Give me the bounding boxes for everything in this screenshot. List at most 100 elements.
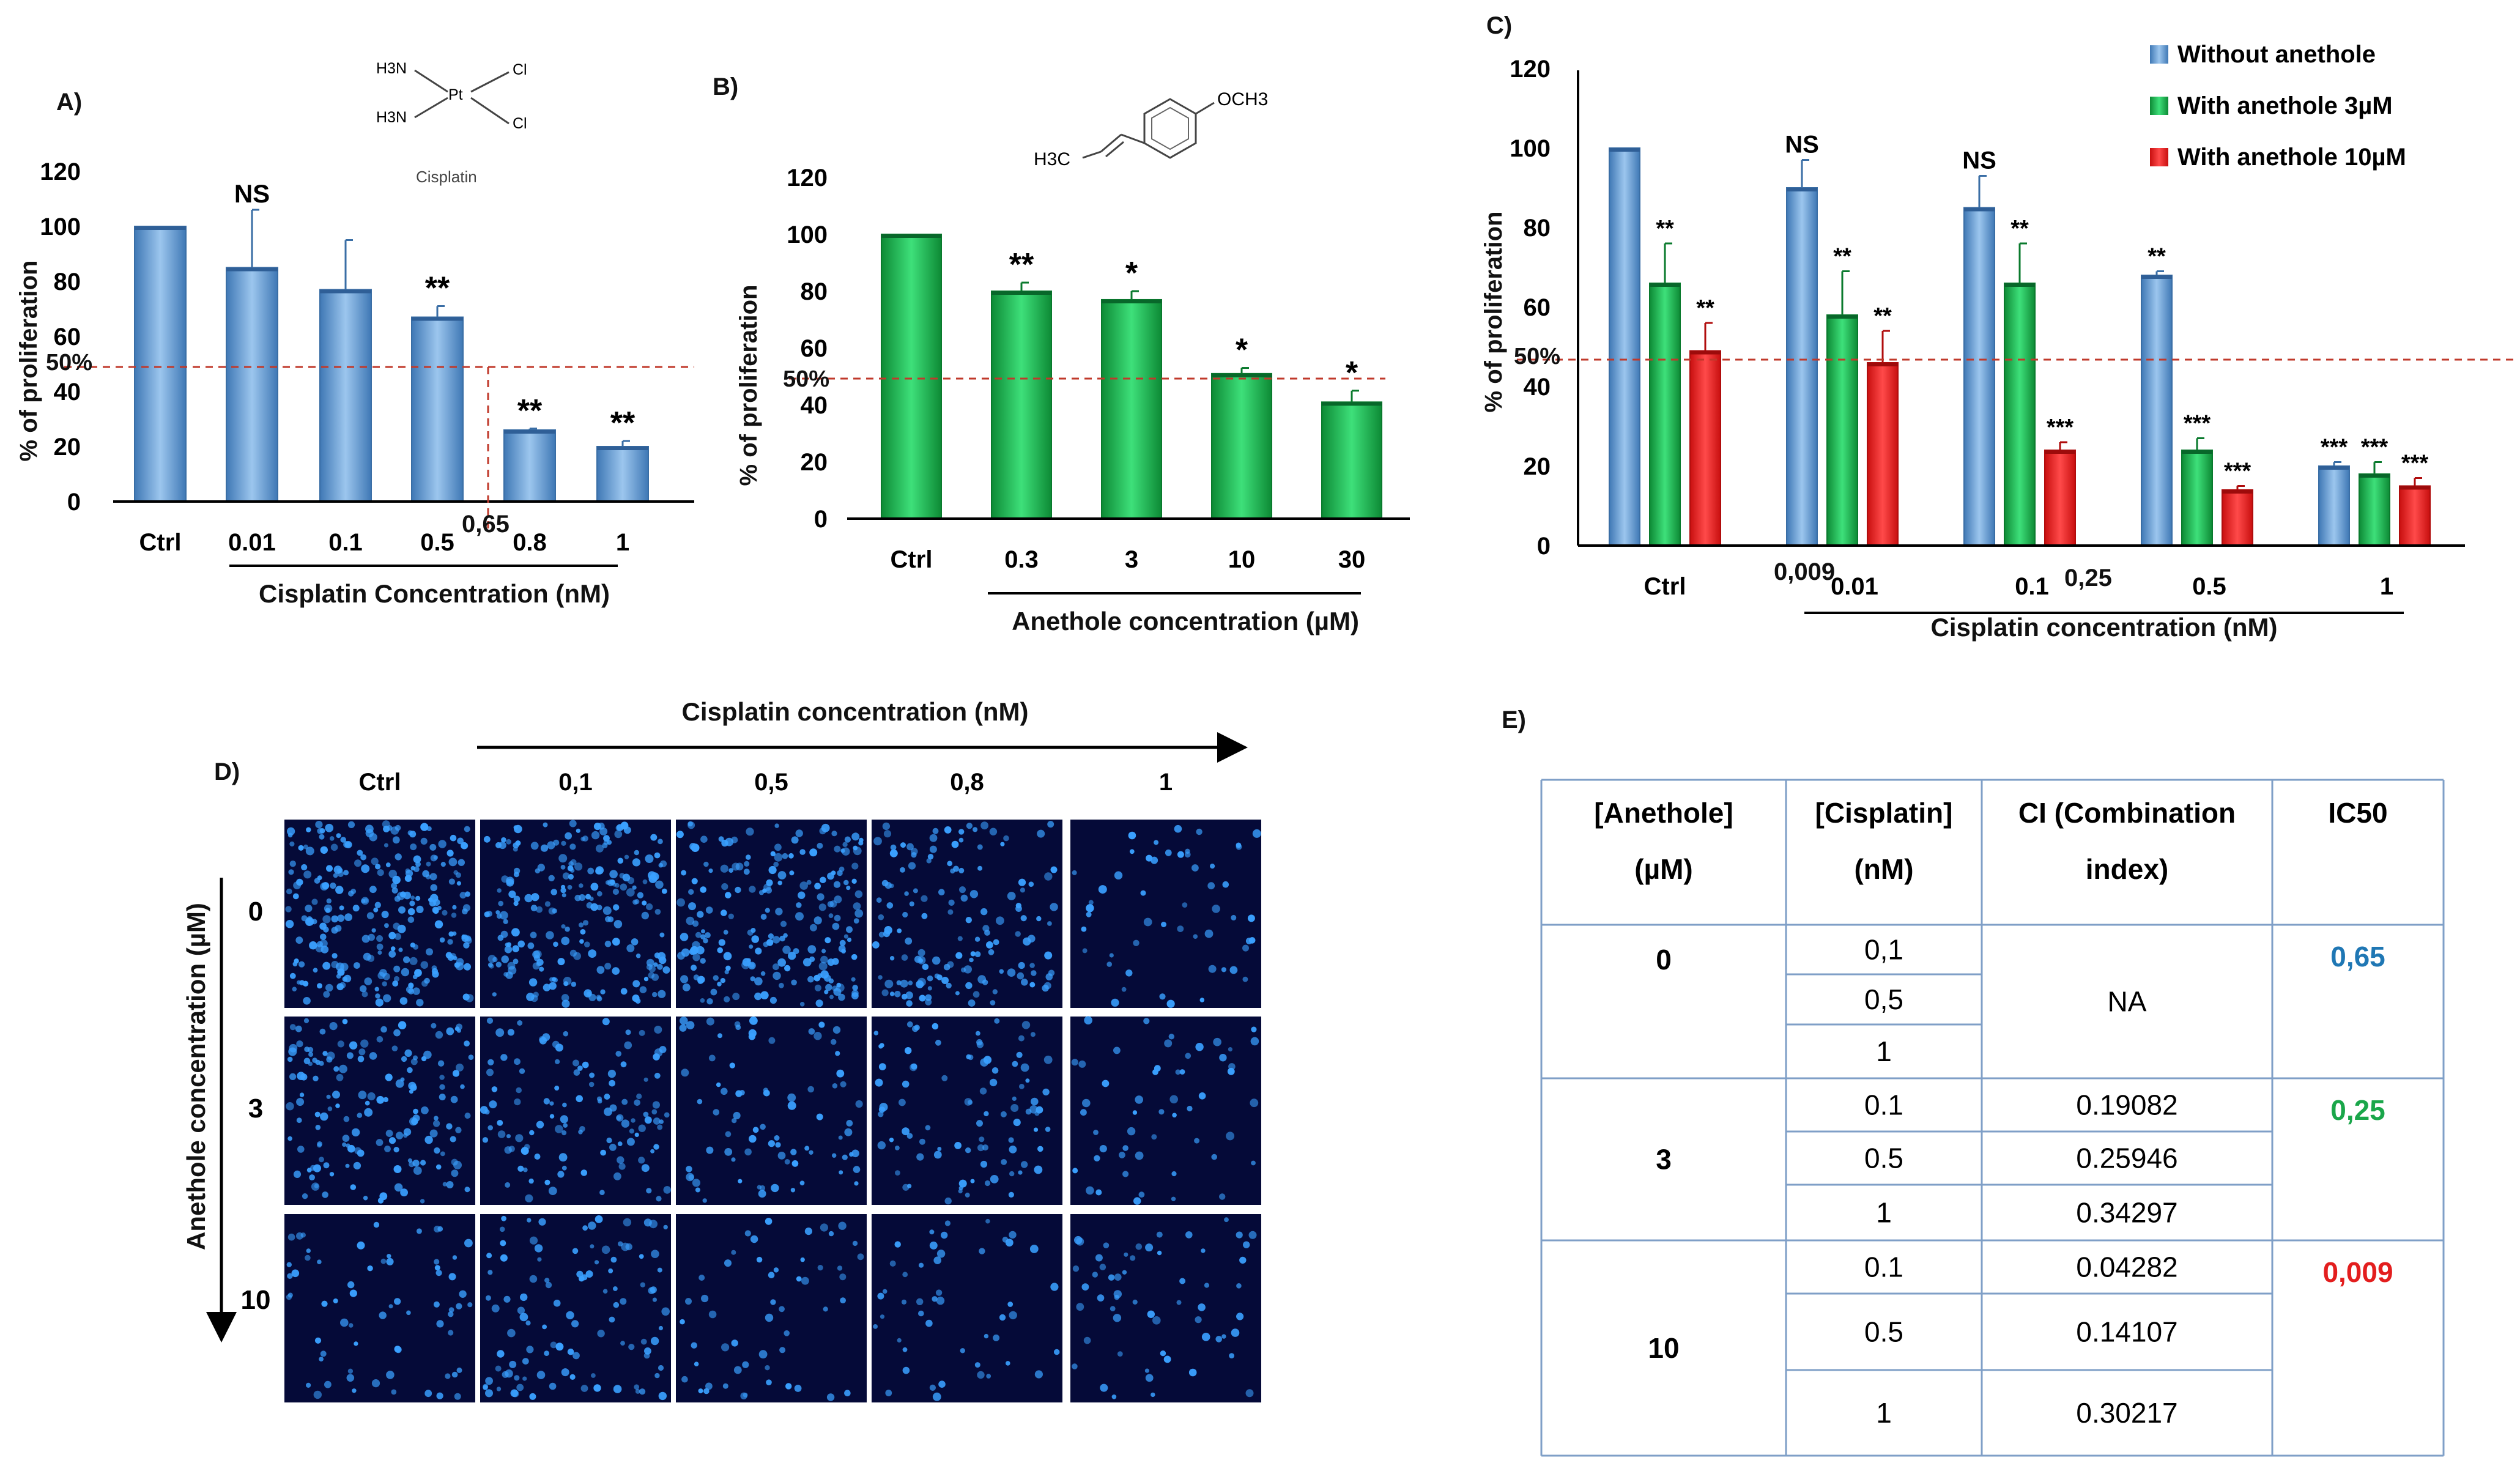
chart-c-bar-s0-1-cap	[1787, 188, 1817, 191]
table-ci-1-2: 0.34297	[2076, 1197, 2177, 1229]
chart-c-bar-s2-4-significance: ***	[2401, 451, 2429, 476]
chart-c-bar-s2-0	[1689, 350, 1721, 546]
chart-c-bar-s1-4	[2359, 473, 2390, 546]
chart-a-category-5: 1	[616, 529, 629, 556]
micrograph-r2-c3	[872, 1214, 1062, 1402]
chart-c-bar-s0-0-cap	[1609, 148, 1640, 152]
chart-b-bars: ** ***	[881, 234, 1382, 519]
chart-c-categories: Ctrl 0.01 0.1 0.5 1	[1644, 573, 2394, 600]
micro-col-0: Ctrl	[359, 769, 401, 796]
chart-a-ytick-80: 80	[54, 269, 81, 295]
chart-c-bar-s2-4	[2399, 485, 2431, 546]
chart-a-ytick-0: 0	[67, 489, 81, 516]
panel-b-ylabel: % of proliferation	[735, 285, 762, 486]
chart-a-category-1: 0.01	[228, 529, 276, 556]
chart-a-category-0: Ctrl	[139, 529, 182, 556]
chart-b-category-1: 0.3	[1004, 546, 1039, 573]
chart-a-ytick-40: 40	[54, 379, 81, 406]
micrograph-r1-c3	[872, 1017, 1062, 1205]
chart-b-category-0: Ctrl	[891, 546, 933, 573]
chart-c-bar-s1-2-cap	[2004, 283, 2035, 287]
chart-c-bar-s0-3	[2141, 275, 2173, 546]
chart-c-bar-s1-3	[2181, 450, 2213, 546]
table-header-2: CI (Combination index)	[2018, 797, 2236, 885]
chart-b-ytick-0: 0	[814, 506, 828, 533]
micrograph-r0-c3	[872, 820, 1062, 1008]
chart-b-bar-1-significance: **	[1009, 247, 1034, 283]
micrograph-r0-c2	[676, 820, 867, 1008]
chart-c-bar-s0-3-significance: **	[2148, 244, 2166, 270]
table-ci-0-0: NA	[2108, 986, 2147, 1018]
panel-a-ylabel: % of proliferation	[15, 261, 42, 462]
table-ci-2-0: 0.04282	[2076, 1251, 2177, 1283]
table-header-1: [Cisplatin] (nM)	[1815, 797, 1953, 885]
table-ci-2-1: 0.14107	[2076, 1316, 2177, 1348]
chart-a-bar-1-cap	[226, 267, 278, 272]
chart-c-category-0: Ctrl	[1644, 573, 1686, 600]
table-ci-1-0: 0.19082	[2076, 1089, 2177, 1121]
chart-a-bar-3-cap	[412, 317, 463, 321]
micrograph-r1-c0	[284, 1017, 475, 1205]
chart-c-bar-s2-1	[1867, 362, 1899, 546]
chart-c-ytick-20: 20	[1524, 453, 1551, 480]
chart-a-xlabel: Cisplatin Concentration (nM)	[259, 579, 610, 608]
chart-a-reference: 50% 0,65	[46, 350, 694, 538]
chart-c-bar-s2-2	[2044, 450, 2076, 546]
chart-c-bar-s2-1-significance: **	[1873, 303, 1892, 329]
chart-c-bar-s2-0-cap	[1690, 350, 1721, 355]
chart-c-bar-s1-1-significance: **	[1833, 244, 1851, 270]
chart-b-bar-2-significance: *	[1125, 256, 1138, 291]
chart-c-ref-label: 50%	[1514, 344, 1560, 369]
chart-c-bar-s0-2-significance: NS	[1962, 147, 1996, 174]
chart-b-bar-3	[1211, 372, 1272, 519]
chart-c-legend-swatch-2	[2150, 148, 2168, 166]
anethole-structure: OCH3 H3C	[1034, 89, 1268, 169]
table-header-3: IC50	[2328, 797, 2387, 829]
table-cisplatin-2-1: 0.5	[1864, 1316, 1903, 1348]
panel-b: B) OCH3 H3C % of proliferation 0 20 40 60 80…	[713, 73, 1410, 635]
chart-c-legend-label-0: Without anethole	[2177, 41, 2376, 68]
chart-c-bar-s0-2	[1963, 207, 1995, 546]
chart-c-ytick-80: 80	[1524, 215, 1551, 242]
chart-a-bar-3	[411, 316, 464, 502]
table-cisplatin-0-0: 0,1	[1864, 934, 1903, 966]
micrograph-r2-c4	[1070, 1214, 1261, 1402]
anethole-methyl: H3C	[1034, 149, 1070, 169]
table-cisplatin-2-2: 1	[1876, 1397, 1892, 1429]
chart-b-ytick-80: 80	[801, 278, 828, 305]
chart-b-bar-1-cap	[991, 291, 1051, 295]
chart-c-legend-label-1: With anethole 3µM	[2177, 92, 2393, 119]
chart-a-category-2: 0.1	[328, 529, 363, 556]
panel-a: A) H3N H3N Pt Cl Cl Cisplatin % of proli…	[15, 60, 694, 608]
chart-a-bar-5	[596, 446, 649, 502]
micro-row-1: 3	[248, 1094, 263, 1124]
table-anethole-2: 10	[1648, 1332, 1679, 1364]
chart-a-categories: Ctrl 0.01 0.1 0.5 0.8 1	[139, 529, 630, 556]
chart-c-bar-s0-1	[1786, 187, 1818, 546]
chart-b-reference: 50%	[783, 366, 1385, 392]
micro-col-2: 0,5	[754, 769, 788, 796]
chart-c-legend-swatch-0	[2150, 45, 2168, 64]
micrograph-r1-c2	[676, 1017, 867, 1205]
panel-d: D) Cisplatin concentration (nM) Anethole…	[182, 697, 1261, 1402]
micro-row-0: 0	[248, 897, 263, 927]
chart-c-reference: 50%	[1514, 344, 2514, 369]
chart-b-categories: Ctrl 0.3 3 10 30	[891, 546, 1366, 573]
micrograph-r0-c1	[480, 820, 671, 1008]
chart-c-category-3: 0.5	[2192, 573, 2226, 600]
chart-b-ytick-20: 20	[801, 449, 828, 476]
micro-row-2: 10	[241, 1285, 271, 1315]
table-cisplatin-0-1: 0,5	[1864, 983, 1903, 1015]
panel-c-ylabel: % of proliferation	[1480, 212, 1507, 413]
chart-b-category-4: 30	[1338, 546, 1366, 573]
chart-a-bar-1	[226, 267, 278, 502]
chart-a-bar-0	[134, 226, 187, 502]
chart-a-yticks: 0 20 40 60 80 100 120	[40, 158, 81, 516]
chart-c-ic50-red: 0,009	[1774, 558, 1835, 585]
chart-b-bar-3-cap	[1212, 373, 1272, 377]
chart-c-bar-s2-0-significance: **	[1696, 295, 1714, 321]
chart-a-bar-0-cap	[135, 226, 186, 230]
cisplatin-atom-pt: Pt	[448, 86, 463, 103]
chart-a-bar-4	[503, 429, 556, 502]
chart-b-category-3: 10	[1228, 546, 1256, 573]
